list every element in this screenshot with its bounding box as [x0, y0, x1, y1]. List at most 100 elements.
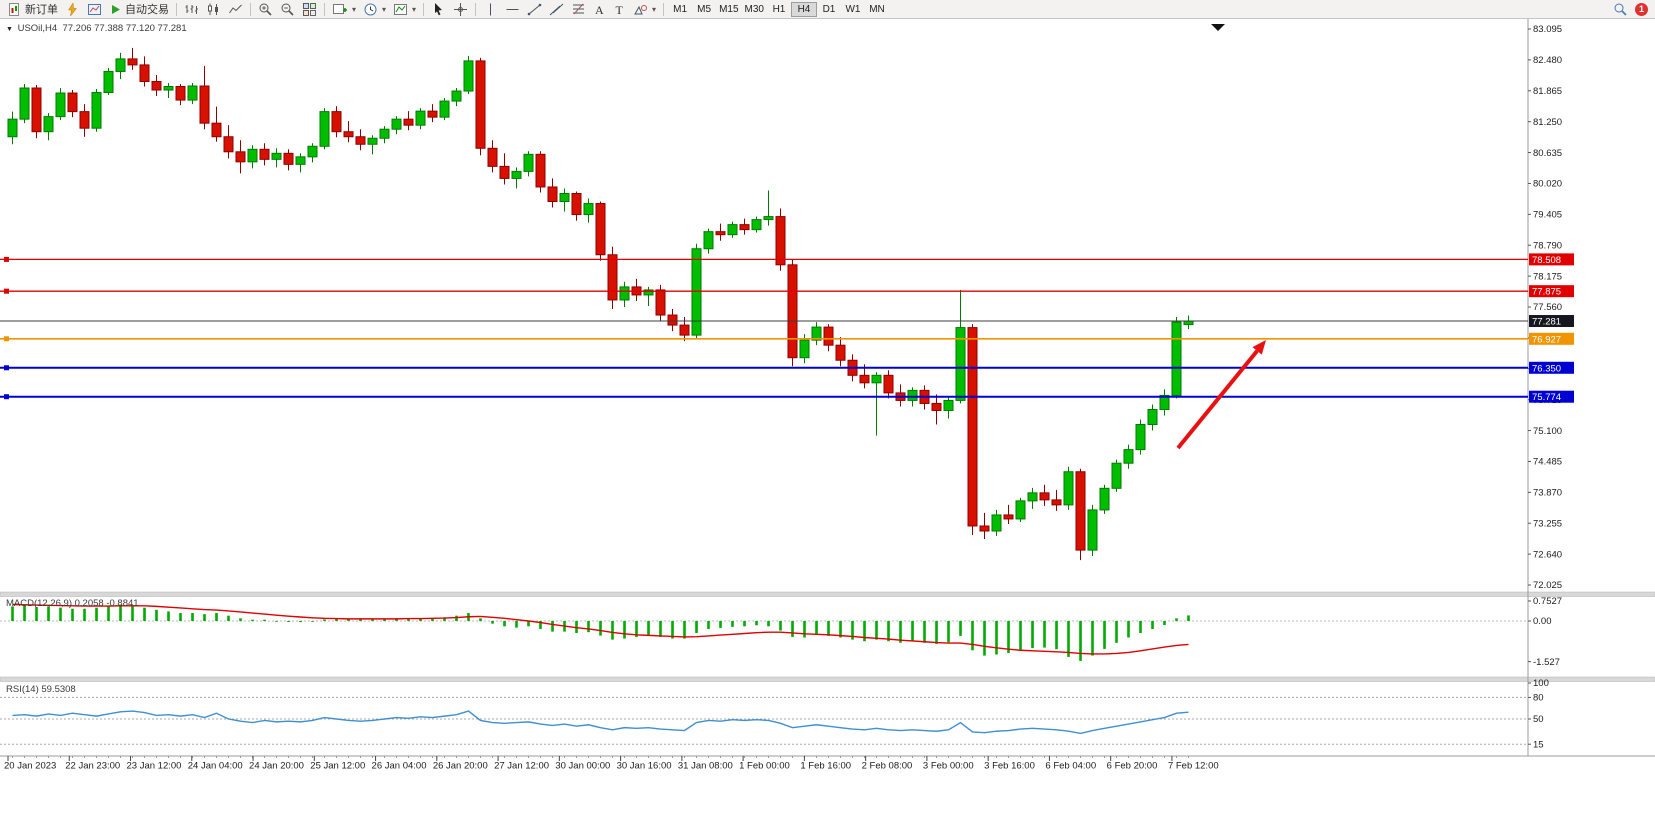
svg-text:81.865: 81.865	[1533, 86, 1562, 97]
line-chart-type-icon	[229, 4, 242, 13]
timeframe-button-w1[interactable]: W1	[845, 3, 861, 15]
svg-text:76.350: 76.350	[1532, 363, 1561, 374]
svg-text:T: T	[616, 3, 624, 17]
svg-text:3 Feb 16:00: 3 Feb 16:00	[984, 761, 1035, 772]
rsi-indicator-label: RSI(14) 59.5308	[6, 684, 76, 695]
svg-text:80: 80	[1533, 693, 1544, 704]
svg-text:75.774: 75.774	[1532, 392, 1561, 403]
cursor-button[interactable]	[428, 1, 449, 17]
label-tool-button[interactable]: T	[610, 1, 629, 17]
crosshair-button[interactable]	[450, 1, 471, 17]
new-chart-button[interactable]: ▾	[329, 1, 359, 17]
channel-icon	[549, 3, 564, 15]
svg-text:77.281: 77.281	[1532, 317, 1561, 328]
svg-text:82.480: 82.480	[1533, 55, 1562, 66]
level-line-76.350[interactable]	[0, 365, 1528, 371]
timeframe-button-h4[interactable]: H4	[790, 1, 817, 17]
vertical-line-button[interactable]	[480, 1, 501, 17]
macd-signal-line	[12, 603, 1189, 655]
search-button[interactable]	[1610, 1, 1631, 17]
new-order-button[interactable]: 新订单	[4, 1, 61, 17]
indicators-button[interactable]: ▾	[390, 1, 419, 17]
play-icon	[112, 4, 120, 14]
notification-badge[interactable]: 1	[1635, 2, 1648, 16]
channel-button[interactable]	[546, 1, 567, 17]
bar-chart-type-button[interactable]	[181, 1, 202, 17]
svg-text:78.790: 78.790	[1533, 240, 1562, 251]
candlestick-type-button[interactable]	[203, 1, 224, 17]
timeframe-button-m1[interactable]: M1	[673, 3, 688, 15]
svg-text:77.560: 77.560	[1533, 302, 1562, 313]
chart-window-button[interactable]	[84, 1, 105, 17]
svg-text:73.255: 73.255	[1533, 518, 1562, 529]
line-chart-type-button[interactable]	[225, 1, 246, 17]
timeframe-button-m30[interactable]: M30	[744, 3, 764, 15]
timeframe-button-m5[interactable]: M5	[697, 3, 712, 15]
price-axis: 83.095 82.480 81.865 81.250 80.635 80.020 79.4…	[1528, 24, 1562, 591]
rsi-axis: 100 80 50 15	[1528, 678, 1549, 750]
level-line-77.875[interactable]	[0, 288, 1528, 294]
chevron-down-icon: ▾	[352, 4, 357, 14]
quick-trade-button[interactable]	[62, 1, 83, 17]
svg-text:24 Jan 04:00: 24 Jan 04:00	[188, 761, 243, 772]
svg-text:77.875: 77.875	[1532, 287, 1561, 298]
shapes-button[interactable]: ▾	[630, 1, 659, 17]
svg-text:15: 15	[1533, 739, 1544, 750]
svg-text:76.927: 76.927	[1532, 334, 1561, 345]
svg-text:27 Jan 12:00: 27 Jan 12:00	[494, 761, 549, 772]
symbol-dropdown-icon[interactable]: ▼	[6, 26, 13, 33]
svg-text:83.095: 83.095	[1533, 24, 1562, 35]
horizontal-line-icon	[506, 8, 519, 10]
tile-windows-icon	[303, 2, 316, 16]
trendline-icon	[527, 3, 542, 15]
zoom-out-icon	[281, 3, 294, 16]
zoom-in-button[interactable]	[255, 1, 276, 17]
svg-text:1 Feb 16:00: 1 Feb 16:00	[800, 761, 851, 772]
svg-text:74.485: 74.485	[1533, 457, 1562, 468]
svg-text:26 Jan 04:00: 26 Jan 04:00	[372, 761, 427, 772]
svg-text:31 Jan 08:00: 31 Jan 08:00	[678, 761, 733, 772]
clock-icon	[364, 3, 377, 15]
new-order-icon	[9, 2, 19, 16]
chevron-down-icon: ▾	[652, 4, 657, 14]
tile-windows-button[interactable]	[299, 1, 320, 17]
level-line-76.927[interactable]	[0, 336, 1528, 342]
panel-chrome	[0, 18, 1655, 757]
toolbar-separator	[663, 2, 665, 16]
svg-text:22 Jan 23:00: 22 Jan 23:00	[65, 761, 120, 772]
zoom-out-button[interactable]	[277, 1, 298, 17]
crosshair-icon	[454, 2, 468, 16]
horizontal-line-button[interactable]	[502, 1, 523, 17]
price-badge-77.875: 77.875	[1529, 285, 1574, 298]
svg-text:3 Feb 00:00: 3 Feb 00:00	[923, 761, 974, 772]
svg-text:A: A	[595, 3, 604, 17]
level-line-78.508[interactable]	[0, 256, 1528, 262]
trendline-button[interactable]	[524, 1, 545, 17]
time-axis: 20 Jan 2023 22 Jan 23:00 23 Jan 12:00 24 Ja…	[4, 756, 1219, 772]
svg-text:1 Feb 00:00: 1 Feb 00:00	[739, 761, 790, 772]
text-tool-button[interactable]: A	[590, 1, 609, 17]
svg-text:50: 50	[1533, 714, 1544, 725]
timeframe-button-d1[interactable]: D1	[822, 3, 836, 15]
level-line-75.774[interactable]	[0, 394, 1528, 400]
price-badge-78.508: 78.508	[1529, 253, 1574, 266]
chevron-down-icon: ▾	[382, 4, 387, 14]
trend-arrow[interactable]	[1176, 340, 1266, 450]
new-chart-icon	[333, 3, 347, 14]
svg-text:72.025: 72.025	[1533, 580, 1562, 591]
svg-text:79.405: 79.405	[1533, 210, 1562, 221]
fibonacci-button[interactable]	[568, 1, 589, 17]
svg-text:-1.527: -1.527	[1533, 657, 1560, 668]
price-badge-75.774: 75.774	[1529, 390, 1574, 403]
auto-trading-button[interactable]: 自动交易	[106, 1, 172, 17]
candlestick-series	[7, 47, 1194, 561]
chart-shift-marker[interactable]	[1211, 24, 1225, 31]
timeframe-button-m15[interactable]: M15	[719, 3, 739, 15]
rsi-level-lines	[0, 696, 1528, 745]
timeframe-button-mn[interactable]: MN	[869, 3, 885, 15]
toolbar-separator	[324, 2, 325, 16]
svg-text:80.020: 80.020	[1533, 179, 1562, 190]
timeframe-button-h1[interactable]: H1	[772, 3, 786, 15]
period-clock-button[interactable]: ▾	[360, 1, 389, 17]
